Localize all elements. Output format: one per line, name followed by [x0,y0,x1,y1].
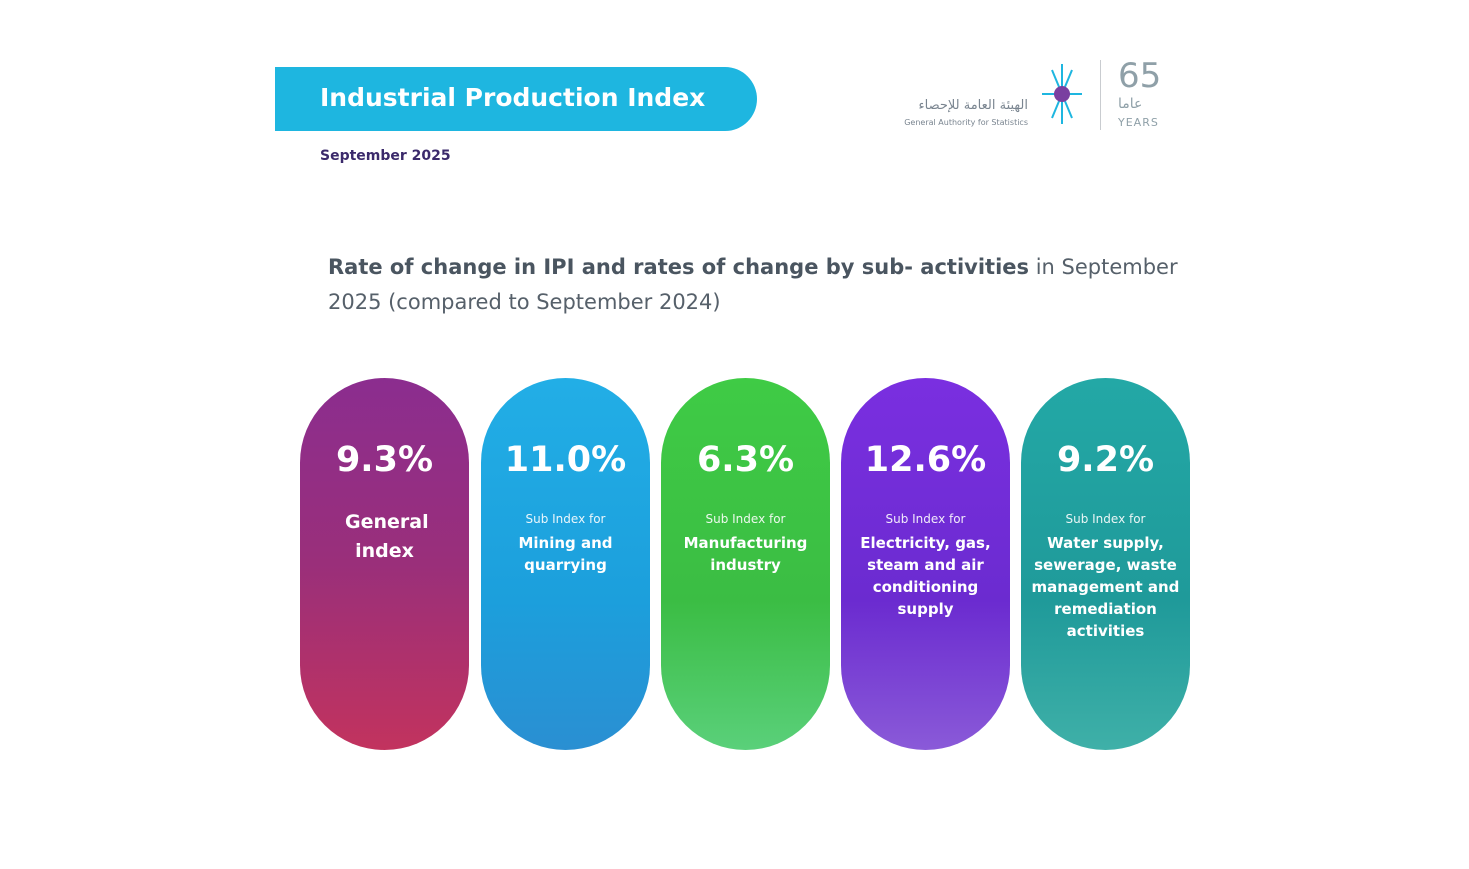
date: September 2025 [320,148,451,164]
years-arabic: عاما [1118,96,1143,112]
card-value: 12.6% [864,440,987,480]
subtitle: Rate of change in IPI and rates of chang… [328,250,1188,320]
card-value: 11.0% [504,440,627,480]
org-english: General Authority for Statistics [904,118,1028,127]
card: 12.6% Sub Index for Electricity, gas, stea… [841,378,1010,750]
card-name: General index [345,511,429,562]
card: 9.3% General index [300,378,469,750]
card-name: Manufacturing industry [683,534,808,574]
card-prefix: Sub Index for [705,512,786,526]
card: 6.3% Sub Index for Manufacturing industry [661,378,830,750]
card-name: Electricity, gas, steam and air conditio… [860,534,991,618]
card-value: 9.3% [335,440,434,480]
card-value: 9.2% [1056,440,1155,480]
logo: الهيئة العامة للإحصاء General Authority … [878,56,1173,133]
org-arabic: الهيئة العامة للإحصاء [918,98,1028,113]
card-value: 6.3% [696,440,795,480]
title-bar: Industrial Production Index [275,67,757,131]
card: 9.2% Sub Index for Water supply, sewerage,… [1021,378,1190,750]
card: 11.0% Sub Index for Mining and quarrying [481,378,650,750]
years-english: YEARS [1118,116,1159,129]
card-prefix: Sub Index for [1065,512,1146,526]
title: Industrial Production Index [320,83,706,112]
card-name: Mining and quarrying [518,534,613,574]
card-prefix: Sub Index for [885,512,966,526]
logo-icon [1042,64,1082,124]
subtitle-rest: in September 2025 (compared to September… [328,255,1178,314]
card-prefix: Sub Index for [525,512,606,526]
years-number: 65 [1118,56,1162,96]
subtitle-bold: Rate of change in IPI and rates of chang… [328,255,1030,279]
separator [1100,60,1101,130]
card-name: Water supply, sewerage, waste management… [1031,534,1180,640]
